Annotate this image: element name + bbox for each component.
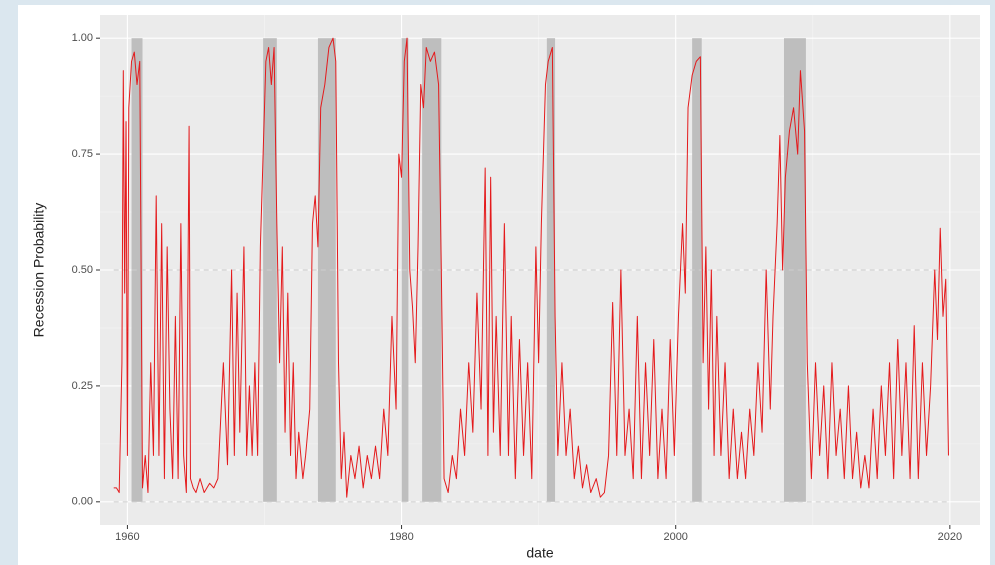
x-tick-label: 2000 [663, 531, 687, 543]
recession-band [317, 38, 336, 502]
probability-line [113, 37, 949, 498]
y-tick-label: 0.25 [72, 380, 93, 392]
recession-band [546, 38, 556, 502]
x-axis-title: date [526, 545, 553, 561]
x-tick-label: 1960 [115, 531, 139, 543]
y-tick-label: 0.75 [72, 148, 93, 160]
y-tick-label: 0.50 [72, 264, 93, 276]
recession-band [692, 38, 702, 502]
y-axis-title: Recession Probability [31, 203, 47, 338]
x-tick-label: 1980 [389, 531, 413, 543]
y-tick-label: 0.00 [72, 496, 93, 508]
x-tick-label: 2020 [938, 531, 962, 543]
recession-band [131, 38, 143, 502]
recession-band [783, 38, 806, 502]
y-tick-label: 1.00 [72, 32, 93, 44]
